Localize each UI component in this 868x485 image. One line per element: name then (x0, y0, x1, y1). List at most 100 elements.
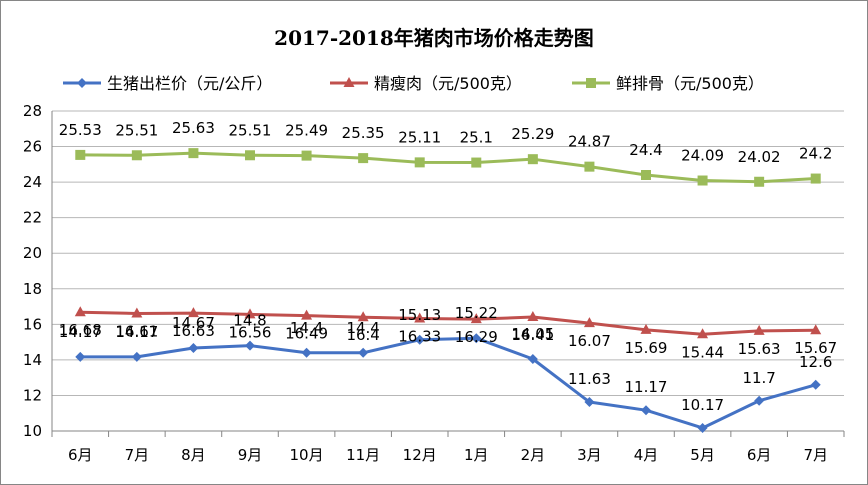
series-2-point (414, 157, 425, 168)
series-0-point (414, 334, 425, 345)
series-0-point (358, 347, 369, 358)
x-tick-label: 11月 (346, 446, 380, 464)
data-label: 25.51 (229, 121, 272, 139)
series-1-point (131, 307, 143, 318)
data-label: 25.29 (511, 125, 554, 143)
series-1-point (640, 323, 652, 334)
x-tick-label: 1月 (464, 446, 489, 464)
data-label: 14.4 (290, 319, 323, 337)
series-line-1 (80, 310, 816, 336)
series-2-point (527, 154, 538, 165)
legend-label: 生猪出栏价（元/公斤） (107, 74, 272, 93)
data-label: 15.44 (681, 343, 724, 361)
series-0-point (527, 354, 538, 364)
data-label: 16.68 (59, 321, 102, 339)
x-tick-label: 12月 (403, 446, 437, 464)
x-tick-label: 3月 (577, 446, 602, 464)
data-label: 14.4 (346, 319, 379, 337)
data-label: 15.63 (738, 340, 781, 358)
series-0-point (584, 397, 595, 408)
data-label: 25.35 (342, 124, 385, 142)
x-tick-label: 8月 (181, 446, 206, 464)
data-label: 24.2 (799, 145, 832, 163)
axes: 10 12 14 16 18 20 22 24 26 28 6月 7月 8月 9月 10月 11月 12月 1月 2… (23, 102, 845, 464)
x-tick-label: 6月 (68, 446, 93, 464)
data-label: 16.41 (511, 326, 554, 344)
series-1-point (753, 324, 765, 335)
x-tick-label: 9月 (238, 446, 263, 464)
data-label: 25.63 (172, 119, 215, 137)
series-0-point (810, 379, 821, 390)
y-tick-label: 14 (23, 351, 42, 369)
series-0-point (471, 333, 482, 344)
data-label: 14.05 (511, 325, 554, 343)
series-1-point (357, 311, 369, 322)
series-1-point (187, 307, 199, 318)
series-2-point (471, 157, 482, 168)
series-0-point (188, 342, 199, 353)
series-0-point (245, 340, 255, 351)
data-label: 15.67 (794, 339, 837, 357)
data-label: 15.13 (398, 306, 441, 324)
series-line-2 (80, 151, 816, 184)
data-label: 14.67 (172, 314, 215, 332)
series-1-point (414, 312, 426, 323)
y-tick-label: 24 (23, 173, 42, 191)
series-0-point (75, 351, 86, 362)
data-label: 15.69 (625, 339, 668, 357)
series-2-point (188, 148, 199, 159)
x-tick-label: 2月 (521, 446, 546, 464)
legend: 生猪出栏价（元/公斤） 精瘦肉（元/500克） 鲜排骨（元/500克） (63, 74, 764, 93)
y-tick-label: 12 (23, 386, 42, 404)
data-label: 25.11 (398, 128, 441, 146)
data-label: 11.17 (625, 378, 668, 396)
data-label: 14.8 (233, 312, 266, 330)
y-tick-label: 10 (23, 422, 42, 440)
series-0-point (641, 405, 651, 416)
series-2-point (245, 150, 255, 161)
legend-marker-2 (586, 78, 596, 88)
y-tick-label: 26 (23, 138, 42, 156)
x-tick-label: 6月 (747, 446, 772, 464)
series-2-point (358, 153, 369, 164)
legend-label: 精瘦肉（元/500克） (374, 74, 522, 93)
series-2-point (301, 150, 312, 161)
series-0-point (131, 351, 142, 362)
x-tick-label: 5月 (690, 446, 715, 464)
series-2-point (754, 176, 765, 187)
legend-marker-1 (343, 77, 355, 87)
data-label: 16.61 (115, 322, 158, 340)
series-lines (80, 151, 817, 430)
data-label: 25.49 (285, 122, 328, 140)
data-label: 16.29 (455, 328, 498, 346)
series-1-point (810, 324, 822, 335)
data-label: 10.17 (681, 396, 724, 414)
data-label: 25.1 (460, 129, 493, 147)
data-label: 24.87 (568, 133, 611, 151)
data-labels: 14.17 14.17 14.67 14.8 14.4 14.4 15.13 15.22 14.… (59, 119, 837, 414)
data-label: 11.63 (568, 370, 611, 388)
series-markers (74, 148, 822, 433)
series-1-point (301, 309, 313, 320)
y-tick-label: 16 (23, 315, 42, 333)
data-label: 24.09 (681, 147, 724, 165)
series-0-point (754, 395, 765, 406)
data-label: 14.17 (59, 323, 102, 341)
series-2-point (75, 149, 86, 160)
y-tick-label: 18 (23, 280, 42, 298)
data-label: 14.17 (115, 323, 158, 341)
series-2-point (697, 175, 708, 186)
data-label: 16.4 (346, 326, 379, 344)
series-1-point (697, 328, 709, 339)
series-1-point (583, 317, 595, 328)
series-2-point (131, 150, 142, 161)
gridlines (52, 110, 844, 432)
x-tick-label: 10月 (290, 446, 324, 464)
legend-label: 鲜排骨（元/500克） (616, 74, 764, 93)
x-tick-label: 4月 (634, 446, 659, 464)
data-label: 15.22 (455, 304, 498, 322)
data-label: 16.49 (285, 325, 328, 343)
data-label: 25.53 (59, 121, 102, 139)
